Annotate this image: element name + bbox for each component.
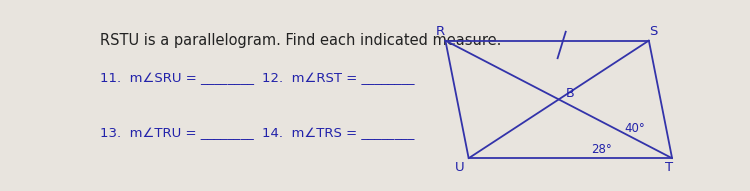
- Text: 12.  m∠RST = ________: 12. m∠RST = ________: [262, 72, 415, 85]
- Text: B: B: [566, 87, 574, 100]
- Text: 40°: 40°: [624, 122, 645, 135]
- Text: 11.  m∠SRU = ________: 11. m∠SRU = ________: [100, 72, 254, 85]
- Text: U: U: [455, 161, 465, 174]
- Text: 13.  m∠TRU = ________: 13. m∠TRU = ________: [100, 127, 254, 140]
- Text: 14.  m∠TRS = ________: 14. m∠TRS = ________: [262, 127, 415, 140]
- Text: 28°: 28°: [591, 143, 611, 156]
- Text: RSTU is a parallelogram. Find each indicated measure.: RSTU is a parallelogram. Find each indic…: [100, 33, 501, 48]
- Text: T: T: [665, 161, 674, 174]
- Text: S: S: [649, 25, 657, 38]
- Text: R: R: [436, 25, 445, 38]
